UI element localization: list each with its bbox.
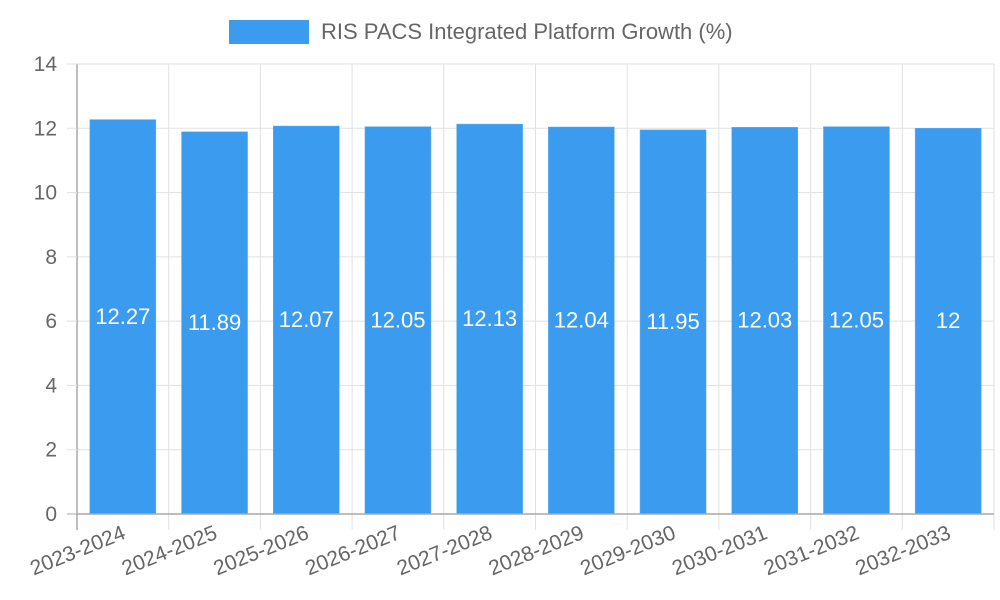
- bar-value-label: 12.05: [829, 307, 884, 332]
- x-tick-label: 2026-2027: [302, 521, 404, 580]
- bar[interactable]: [639, 129, 707, 515]
- bar[interactable]: [273, 125, 340, 515]
- bar[interactable]: [181, 131, 248, 515]
- bar[interactable]: [89, 119, 157, 515]
- y-tick-label: 6: [45, 310, 57, 333]
- x-tick-label: 2032-2033: [852, 521, 954, 580]
- y-tick-label: 14: [34, 53, 58, 76]
- y-axis-ticks: 0 2 4 6 8 10 12 14: [34, 53, 77, 526]
- bar[interactable]: [364, 126, 432, 515]
- bar-value-label: 12.05: [370, 307, 425, 332]
- y-tick-label: 4: [45, 374, 57, 397]
- bar[interactable]: [914, 128, 982, 515]
- bar-value-label: 11.89: [188, 310, 241, 335]
- x-tick-label: 2030-2031: [669, 521, 771, 580]
- bar-value-label: 12.27: [95, 304, 150, 329]
- x-axis-ticks: 2023-20242024-20252025-20262026-20272027…: [27, 521, 954, 580]
- y-tick-label: 12: [34, 117, 57, 140]
- x-tick-label: 2023-2024: [27, 521, 129, 580]
- x-tick-label: 2025-2026: [210, 521, 312, 580]
- bar-value-label: 12.04: [554, 308, 609, 333]
- x-tick-label: 2024-2025: [119, 521, 221, 580]
- y-tick-label: 8: [45, 246, 57, 269]
- x-tick-label: 2028-2029: [485, 521, 587, 580]
- bar-value-label: 12.07: [279, 307, 334, 332]
- data-labels: 12.27 11.89 12.07 12.05 12.13 12.04 11.95 12.03…: [95, 304, 960, 335]
- x-tick-label: 2031-2032: [761, 521, 863, 580]
- y-tick-label: 10: [34, 182, 57, 205]
- chart-legend[interactable]: RIS PACS Integrated Platform Growth (%): [229, 18, 733, 46]
- bars: [89, 119, 982, 515]
- axes: [76, 64, 994, 530]
- y-tick-label: 0: [45, 503, 57, 526]
- bar-value-label: 12.03: [737, 308, 792, 333]
- bar-value-label: 12: [936, 308, 960, 333]
- bar[interactable]: [823, 126, 890, 515]
- legend-label: RIS PACS Integrated Platform Growth (%): [321, 19, 733, 44]
- legend-swatch: [229, 20, 309, 44]
- x-tick-label: 2029-2030: [577, 521, 679, 580]
- bar[interactable]: [548, 126, 615, 515]
- bar-value-label: 12.13: [462, 306, 517, 331]
- bar[interactable]: [731, 127, 798, 515]
- bar[interactable]: [456, 123, 523, 515]
- y-tick-label: 2: [45, 439, 57, 462]
- bar-value-label: 11.95: [646, 309, 699, 334]
- x-tick-label: 2027-2028: [394, 521, 496, 580]
